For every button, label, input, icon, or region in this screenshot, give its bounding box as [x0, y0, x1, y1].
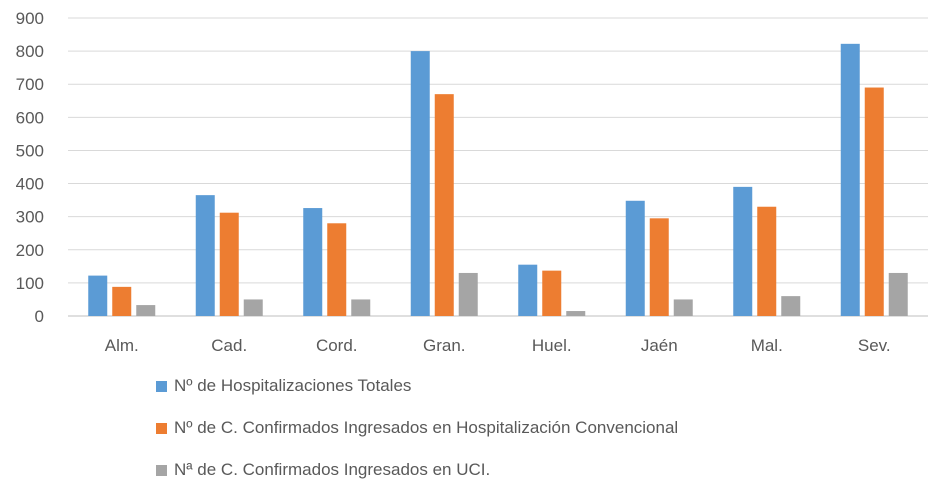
- bar: [566, 311, 586, 316]
- legend-label: Nº de C. Confirmados Ingresados en Hospi…: [174, 418, 679, 437]
- y-tick-label: 300: [16, 208, 44, 227]
- legend-swatch: [156, 464, 167, 476]
- y-axis-ticks: 0 100 200 300 400 500 600 700 800 900: [16, 9, 44, 326]
- bar: [625, 200, 645, 316]
- bar: [410, 51, 430, 316]
- bar: [733, 186, 753, 316]
- bar: [518, 264, 538, 316]
- bar: [303, 208, 323, 316]
- bar: [88, 275, 108, 316]
- bar: [327, 223, 347, 316]
- x-tick-label: Cord.: [316, 336, 358, 355]
- x-tick-label: Sev.: [858, 336, 891, 355]
- bar: [195, 195, 215, 316]
- y-tick-label: 100: [16, 274, 44, 293]
- bar: [542, 270, 562, 316]
- legend-item-hospitalizaciones-totales: Nº de Hospitalizaciones Totales: [156, 376, 678, 396]
- x-tick-label: Mal.: [751, 336, 783, 355]
- bar: [434, 94, 454, 317]
- bar: [136, 305, 156, 316]
- y-tick-label: 400: [16, 175, 44, 194]
- y-tick-label: 900: [16, 9, 44, 28]
- bar: [243, 299, 263, 316]
- legend-item-hospitalizacion-convencional: Nº de C. Confirmados Ingresados en Hospi…: [156, 418, 678, 438]
- bar: [649, 218, 669, 316]
- x-tick-label: Alm.: [105, 336, 139, 355]
- bar: [757, 206, 777, 316]
- y-tick-label: 200: [16, 241, 44, 260]
- bar: [888, 272, 908, 316]
- y-tick-label: 0: [35, 307, 44, 326]
- x-tick-label: Jaén: [641, 336, 678, 355]
- bar: [219, 212, 239, 316]
- legend-label: Nª de C. Confirmados Ingresados en UCI.: [174, 460, 491, 479]
- y-tick-label: 800: [16, 42, 44, 61]
- bar: [673, 299, 693, 316]
- legend: Nº de Hospitalizaciones Totales Nº de C.…: [156, 376, 678, 502]
- y-tick-label: 500: [16, 141, 44, 160]
- bar: [458, 272, 478, 316]
- legend-swatch: [156, 380, 167, 392]
- y-tick-label: 700: [16, 75, 44, 94]
- x-tick-label: Cad.: [211, 336, 247, 355]
- legend-swatch: [156, 422, 167, 434]
- bars: [88, 43, 908, 317]
- bar: [864, 87, 884, 317]
- legend-item-uci: Nª de C. Confirmados Ingresados en UCI.: [156, 460, 678, 480]
- bar: [112, 286, 132, 316]
- legend-label: Nº de Hospitalizaciones Totales: [174, 376, 412, 395]
- bar: [781, 296, 801, 316]
- x-tick-label: Gran.: [423, 336, 466, 355]
- x-axis-ticks: Alm. Cad. Cord. Gran. Huel. Jaén Mal. Sev.: [105, 336, 891, 355]
- bar: [351, 299, 371, 316]
- y-tick-label: 600: [16, 108, 44, 127]
- x-tick-label: Huel.: [532, 336, 572, 355]
- bar: [840, 43, 860, 317]
